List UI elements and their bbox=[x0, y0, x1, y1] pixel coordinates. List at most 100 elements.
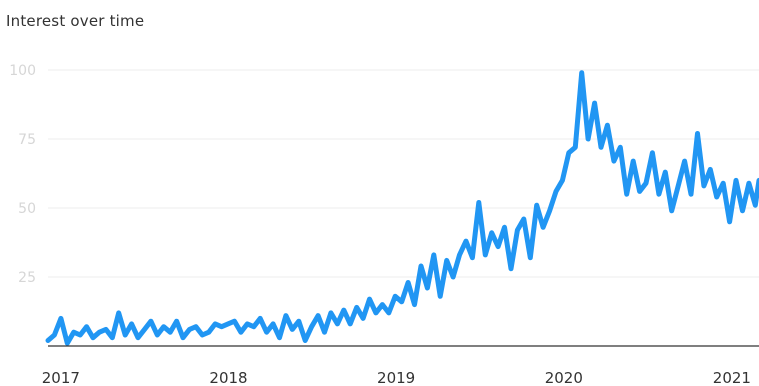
data-point bbox=[175, 319, 179, 323]
data-point bbox=[509, 267, 513, 271]
data-point bbox=[715, 195, 719, 199]
data-point bbox=[310, 325, 314, 329]
x-tick-label: 2020 bbox=[545, 369, 583, 386]
data-point bbox=[708, 167, 712, 171]
data-point bbox=[734, 178, 738, 182]
data-point bbox=[676, 184, 680, 188]
data-point bbox=[232, 319, 237, 323]
data-point bbox=[593, 101, 597, 105]
data-point bbox=[258, 316, 262, 320]
data-point bbox=[412, 303, 417, 307]
data-point bbox=[335, 322, 339, 326]
data-point bbox=[239, 330, 243, 334]
data-point bbox=[670, 209, 674, 213]
data-point bbox=[277, 336, 282, 340]
data-point bbox=[728, 220, 732, 224]
data-point bbox=[406, 280, 410, 285]
data-point bbox=[342, 308, 346, 312]
data-point bbox=[117, 311, 121, 315]
data-point bbox=[702, 184, 706, 188]
data-point bbox=[740, 209, 745, 213]
data-point bbox=[207, 330, 211, 334]
data-point bbox=[220, 325, 224, 329]
data-point bbox=[303, 338, 307, 343]
series-line bbox=[45, 70, 759, 346]
data-point bbox=[612, 159, 616, 163]
data-point bbox=[451, 275, 455, 279]
data-point bbox=[65, 341, 69, 345]
data-point bbox=[638, 189, 642, 193]
x-tick-label: 2017 bbox=[42, 369, 80, 386]
data-point bbox=[721, 181, 725, 185]
data-point bbox=[445, 258, 449, 262]
data-point bbox=[155, 333, 159, 337]
data-point bbox=[380, 303, 384, 307]
data-point bbox=[432, 253, 436, 257]
data-point bbox=[85, 325, 89, 329]
data-point bbox=[753, 203, 757, 207]
data-point bbox=[168, 330, 172, 334]
data-point bbox=[162, 325, 166, 329]
data-point bbox=[657, 192, 661, 196]
data-point bbox=[194, 325, 198, 329]
data-point bbox=[367, 297, 372, 301]
data-point bbox=[438, 294, 442, 298]
data-point bbox=[181, 336, 185, 340]
data-point bbox=[142, 327, 147, 331]
data-point bbox=[689, 192, 693, 196]
data-point bbox=[457, 253, 462, 257]
data-point bbox=[522, 217, 526, 221]
data-point bbox=[625, 192, 629, 196]
y-tick-label: 25 bbox=[18, 270, 36, 286]
y-tick-label: 75 bbox=[18, 132, 36, 148]
data-point bbox=[650, 151, 655, 155]
data-point bbox=[290, 327, 294, 331]
x-tick-label: 2021 bbox=[713, 369, 751, 386]
data-point bbox=[284, 314, 288, 318]
data-point bbox=[123, 333, 127, 337]
data-point bbox=[110, 336, 114, 340]
data-point bbox=[535, 203, 539, 207]
x-tick-label: 2019 bbox=[377, 369, 415, 386]
data-point bbox=[387, 311, 391, 315]
data-point bbox=[200, 333, 204, 337]
data-point bbox=[470, 256, 474, 260]
data-point bbox=[348, 322, 352, 326]
data-point bbox=[605, 123, 610, 127]
data-point bbox=[252, 325, 256, 329]
data-point bbox=[361, 316, 365, 320]
series-lines bbox=[45, 70, 759, 346]
data-point bbox=[496, 245, 500, 249]
x-tick-labels: 2017 2018 2019 2020 2021 bbox=[42, 369, 751, 386]
chart-title: Interest over time bbox=[6, 12, 145, 30]
data-point bbox=[104, 327, 108, 331]
data-point bbox=[213, 322, 217, 326]
data-point bbox=[245, 322, 249, 326]
data-point bbox=[393, 294, 397, 298]
data-point bbox=[683, 159, 687, 163]
data-point bbox=[554, 189, 558, 193]
data-point bbox=[78, 333, 82, 337]
data-point bbox=[464, 239, 468, 243]
data-point bbox=[502, 225, 507, 229]
data-point bbox=[695, 131, 700, 136]
data-point bbox=[374, 311, 378, 315]
data-point bbox=[297, 319, 301, 323]
data-point bbox=[483, 253, 487, 257]
data-point bbox=[97, 330, 101, 334]
data-point bbox=[136, 336, 140, 340]
data-point bbox=[329, 311, 333, 315]
data-point bbox=[149, 319, 153, 323]
data-point bbox=[322, 330, 327, 334]
data-point bbox=[573, 145, 577, 149]
data-point bbox=[425, 286, 429, 290]
data-point bbox=[187, 327, 192, 331]
data-point bbox=[644, 181, 648, 185]
data-point bbox=[316, 314, 320, 318]
data-point bbox=[586, 137, 590, 141]
data-points bbox=[46, 71, 759, 345]
data-point bbox=[541, 225, 545, 229]
data-point bbox=[419, 264, 423, 268]
data-point bbox=[59, 316, 63, 320]
